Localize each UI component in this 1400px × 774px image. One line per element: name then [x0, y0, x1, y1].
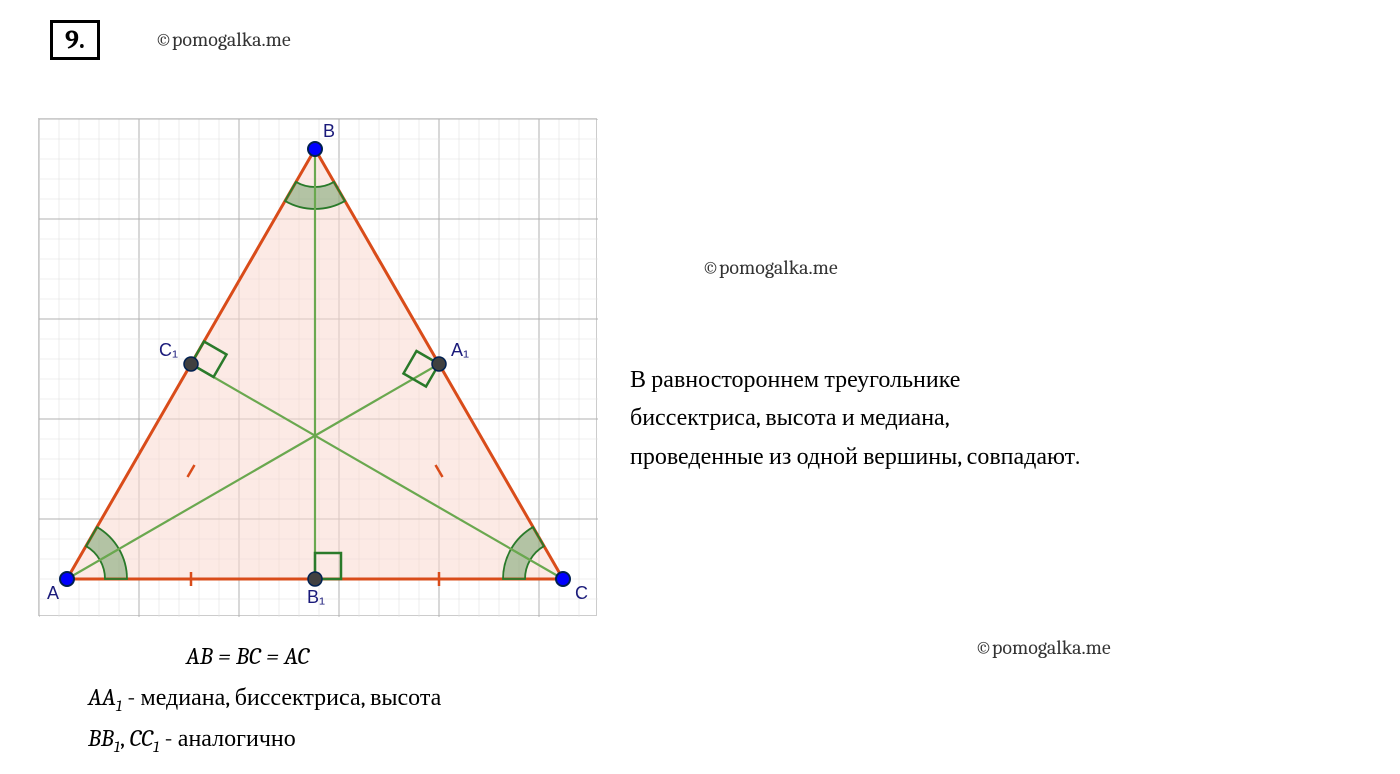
explanation-line-2: биссектриса, высота и медиана,: [630, 398, 1080, 436]
explanation-line-1: В равностороннем треугольнике: [630, 360, 1080, 398]
math-line-bb1-cc1: BB1, CC1 - аналогично: [88, 724, 296, 756]
svg-text:C: C: [575, 583, 588, 603]
svg-text:B₁: B₁: [307, 587, 325, 607]
svg-text:A: A: [47, 583, 59, 603]
diagram-svg: A B C A₁ B₁ C₁: [39, 119, 598, 617]
aa1-text: - медиана, биссектриса, высота: [122, 683, 441, 711]
comma1: ,: [120, 724, 129, 752]
triangle-diagram: A B C A₁ B₁ C₁: [38, 118, 597, 616]
svg-text:A₁: A₁: [451, 340, 469, 360]
math-line-aa1: AA1 - медиана, биссектриса, высота: [88, 683, 441, 715]
math-equation-sides: AB = BC = AC: [186, 642, 309, 670]
problem-number-box: 9.: [50, 20, 100, 60]
aa1-label: AA: [88, 683, 116, 711]
watermark-mid: ©pomogalka.me: [702, 256, 838, 279]
bb1-label: BB: [88, 724, 114, 752]
explanation-text: В равностороннем треугольнике биссектрис…: [630, 360, 1080, 475]
watermark-bottom: ©pomogalka.me: [975, 636, 1111, 659]
bc1-text: - аналогично: [159, 724, 295, 752]
cc1-label: CC: [130, 724, 154, 752]
explanation-line-3: проведенные из одной вершины, совпадают.: [630, 437, 1080, 475]
eq-sides: AB = BC = AC: [186, 642, 309, 670]
problem-number: 9.: [65, 25, 85, 55]
svg-text:B: B: [323, 121, 335, 141]
watermark-top: ©pomogalka.me: [155, 28, 291, 51]
svg-text:C₁: C₁: [159, 340, 178, 360]
